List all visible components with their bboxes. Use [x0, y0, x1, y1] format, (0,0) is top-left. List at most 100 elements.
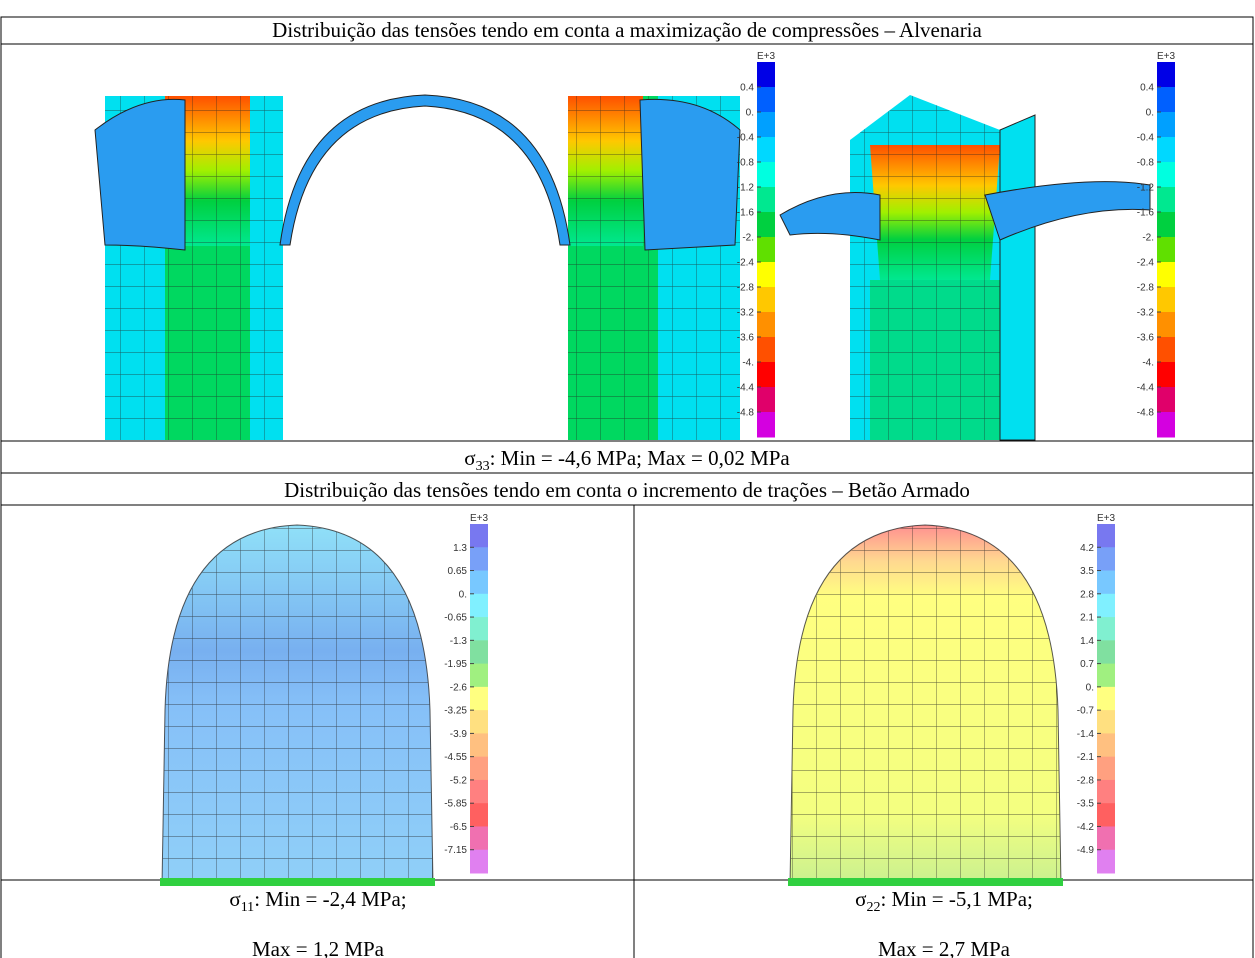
section-title: Distribuição das tensões tendo em conta … — [272, 18, 982, 42]
colorbar-label: -4.55 — [444, 752, 467, 763]
symbol: σ — [464, 446, 475, 470]
colorbar-segment — [1097, 617, 1115, 641]
colorbar-label: 4.2 — [1080, 543, 1094, 554]
colorbar-segment — [1097, 803, 1115, 827]
colorbar-segment — [1097, 593, 1115, 618]
colorbar-label: -0.8 — [737, 158, 755, 169]
colorbar-label: -1.2 — [737, 183, 755, 194]
caption: σ33: Min = -4,6 MPa; Max = 0,02 MPa — [464, 446, 790, 474]
colorbar-label: -0.8 — [1137, 158, 1155, 169]
colorbar-label: -3.9 — [450, 729, 468, 740]
colorbar-segment — [1097, 779, 1115, 804]
fe-model-dome-left — [160, 524, 435, 886]
text-layer: Distribuição das tensões tendo em conta … — [229, 18, 1033, 958]
colorbar-label: -1.3 — [450, 636, 468, 647]
subscript: 22 — [866, 900, 880, 915]
colorbar-segment — [757, 337, 775, 363]
colorbar-segment — [1157, 62, 1175, 88]
colorbar-segment — [470, 663, 488, 688]
caption: Max = 2,7 MPa — [878, 937, 1011, 958]
colorbar-segment — [1157, 237, 1175, 263]
colorbar-label: -2.8 — [1137, 283, 1155, 294]
colorbar-segment — [470, 686, 488, 711]
colorbar-segment — [470, 733, 488, 758]
colorbar-segment — [1157, 137, 1175, 163]
colorbar-label: 0.7 — [1080, 659, 1094, 670]
colorbar-segment — [470, 640, 488, 665]
colorbar-label: -2.4 — [1137, 258, 1155, 269]
colorbar-segment — [1157, 287, 1175, 313]
colorbar-segment — [470, 547, 488, 572]
colorbar-segment — [757, 312, 775, 338]
caption: σ22: Min = -5,1 MPa; — [855, 887, 1033, 915]
colorbar-segment — [1097, 756, 1115, 781]
colorbar-label: -4.2 — [1077, 822, 1095, 833]
colorbar-segment — [1157, 262, 1175, 288]
colorbar-label: -1.2 — [1137, 183, 1155, 194]
colorbar-segment — [1157, 187, 1175, 213]
colorbar-segment — [1097, 640, 1115, 665]
subscript: 11 — [241, 900, 254, 915]
colorbar-label: -3.6 — [1137, 333, 1155, 344]
colorbar-segment — [1157, 387, 1175, 413]
colorbar-segment — [757, 212, 775, 238]
colorbar-segment — [757, 137, 775, 163]
colorbar-segment — [470, 710, 488, 734]
colorbar-label: 1.4 — [1080, 636, 1094, 647]
colorbar-label: 0. — [459, 589, 467, 600]
colorbar-label: -0.4 — [1137, 133, 1155, 144]
colorbar-segment — [757, 387, 775, 413]
colorbar-label: 2.1 — [1080, 613, 1094, 624]
colorbar-segment — [757, 412, 775, 438]
colorbar-segment — [757, 187, 775, 213]
colorbar-label: -2. — [742, 233, 754, 244]
colorbar-label: -0.4 — [737, 133, 755, 144]
colorbar-segment — [470, 756, 488, 781]
colorbar-label: 0.65 — [448, 566, 468, 577]
caption-text: : Min = -2,4 MPa; — [254, 887, 406, 911]
colorbar-label: 0.4 — [1140, 83, 1154, 94]
colorbar-label: -2.1 — [1077, 752, 1095, 763]
colorbar-label: -4.8 — [737, 408, 755, 419]
colorbar-label: -4.4 — [737, 383, 755, 394]
colorbar-segment — [757, 362, 775, 388]
colorbar-segment — [1097, 547, 1115, 572]
fe-model-column — [779, 95, 1151, 441]
colorbar-label: -2.8 — [737, 283, 755, 294]
colorbar-exponent: E+3 — [1097, 513, 1116, 524]
colorbar-segment — [470, 593, 488, 618]
colorbar-segment — [470, 617, 488, 641]
colorbar-segment — [1157, 162, 1175, 188]
colorbar-label: -7.15 — [444, 845, 467, 856]
colorbar-label: -0.65 — [444, 613, 467, 624]
colorbar-segment — [757, 262, 775, 288]
colorbar-label: -2. — [1142, 233, 1154, 244]
colorbar-segment — [757, 237, 775, 263]
colorbar-segment — [1157, 312, 1175, 338]
colorbar-segment — [1097, 710, 1115, 734]
colorbar-segment — [1097, 849, 1115, 874]
colorbar-segment — [757, 112, 775, 138]
colorbar-segment — [470, 826, 488, 851]
caption: σ11: Min = -2,4 MPa; — [229, 887, 406, 915]
colorbar-segment — [1097, 524, 1115, 548]
symbol: σ — [229, 887, 240, 911]
colorbar-label: -5.85 — [444, 799, 467, 810]
colorbar-exponent: E+3 — [470, 513, 489, 524]
fe-model-arch — [94, 94, 741, 440]
colorbar-label: 3.5 — [1080, 566, 1094, 577]
colorbar-label: -3.6 — [737, 333, 755, 344]
colorbar-segment — [757, 62, 775, 88]
colorbar-label: 0. — [1086, 682, 1094, 693]
colorbar-label: -3.2 — [1137, 308, 1155, 319]
symbol: σ — [855, 887, 866, 911]
colorbar-label: -3.5 — [1077, 799, 1095, 810]
colorbar-segment — [1097, 826, 1115, 851]
colorbar-label: -2.4 — [737, 258, 755, 269]
colorbar-segment — [1097, 733, 1115, 758]
colorbar-label: 0.4 — [740, 83, 754, 94]
colorbar-label: -4.9 — [1077, 845, 1095, 856]
colorbar-segment — [757, 287, 775, 313]
colorbar-segment — [757, 162, 775, 188]
